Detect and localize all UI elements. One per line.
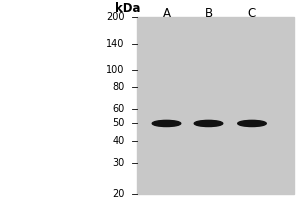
Ellipse shape: [238, 120, 266, 127]
Text: 100: 100: [106, 65, 124, 75]
Bar: [136, 17, 294, 194]
Text: B: B: [204, 7, 213, 20]
Text: kDa: kDa: [115, 2, 140, 15]
Text: 50: 50: [112, 118, 124, 128]
Text: 60: 60: [112, 104, 124, 114]
Text: 80: 80: [112, 82, 124, 92]
Ellipse shape: [194, 120, 223, 127]
Ellipse shape: [152, 120, 181, 127]
Text: 200: 200: [106, 12, 124, 22]
Text: A: A: [163, 7, 170, 20]
Text: 30: 30: [112, 158, 124, 168]
Text: 20: 20: [112, 189, 124, 199]
Text: 140: 140: [106, 39, 124, 49]
Text: 40: 40: [112, 136, 124, 146]
Text: C: C: [248, 7, 256, 20]
